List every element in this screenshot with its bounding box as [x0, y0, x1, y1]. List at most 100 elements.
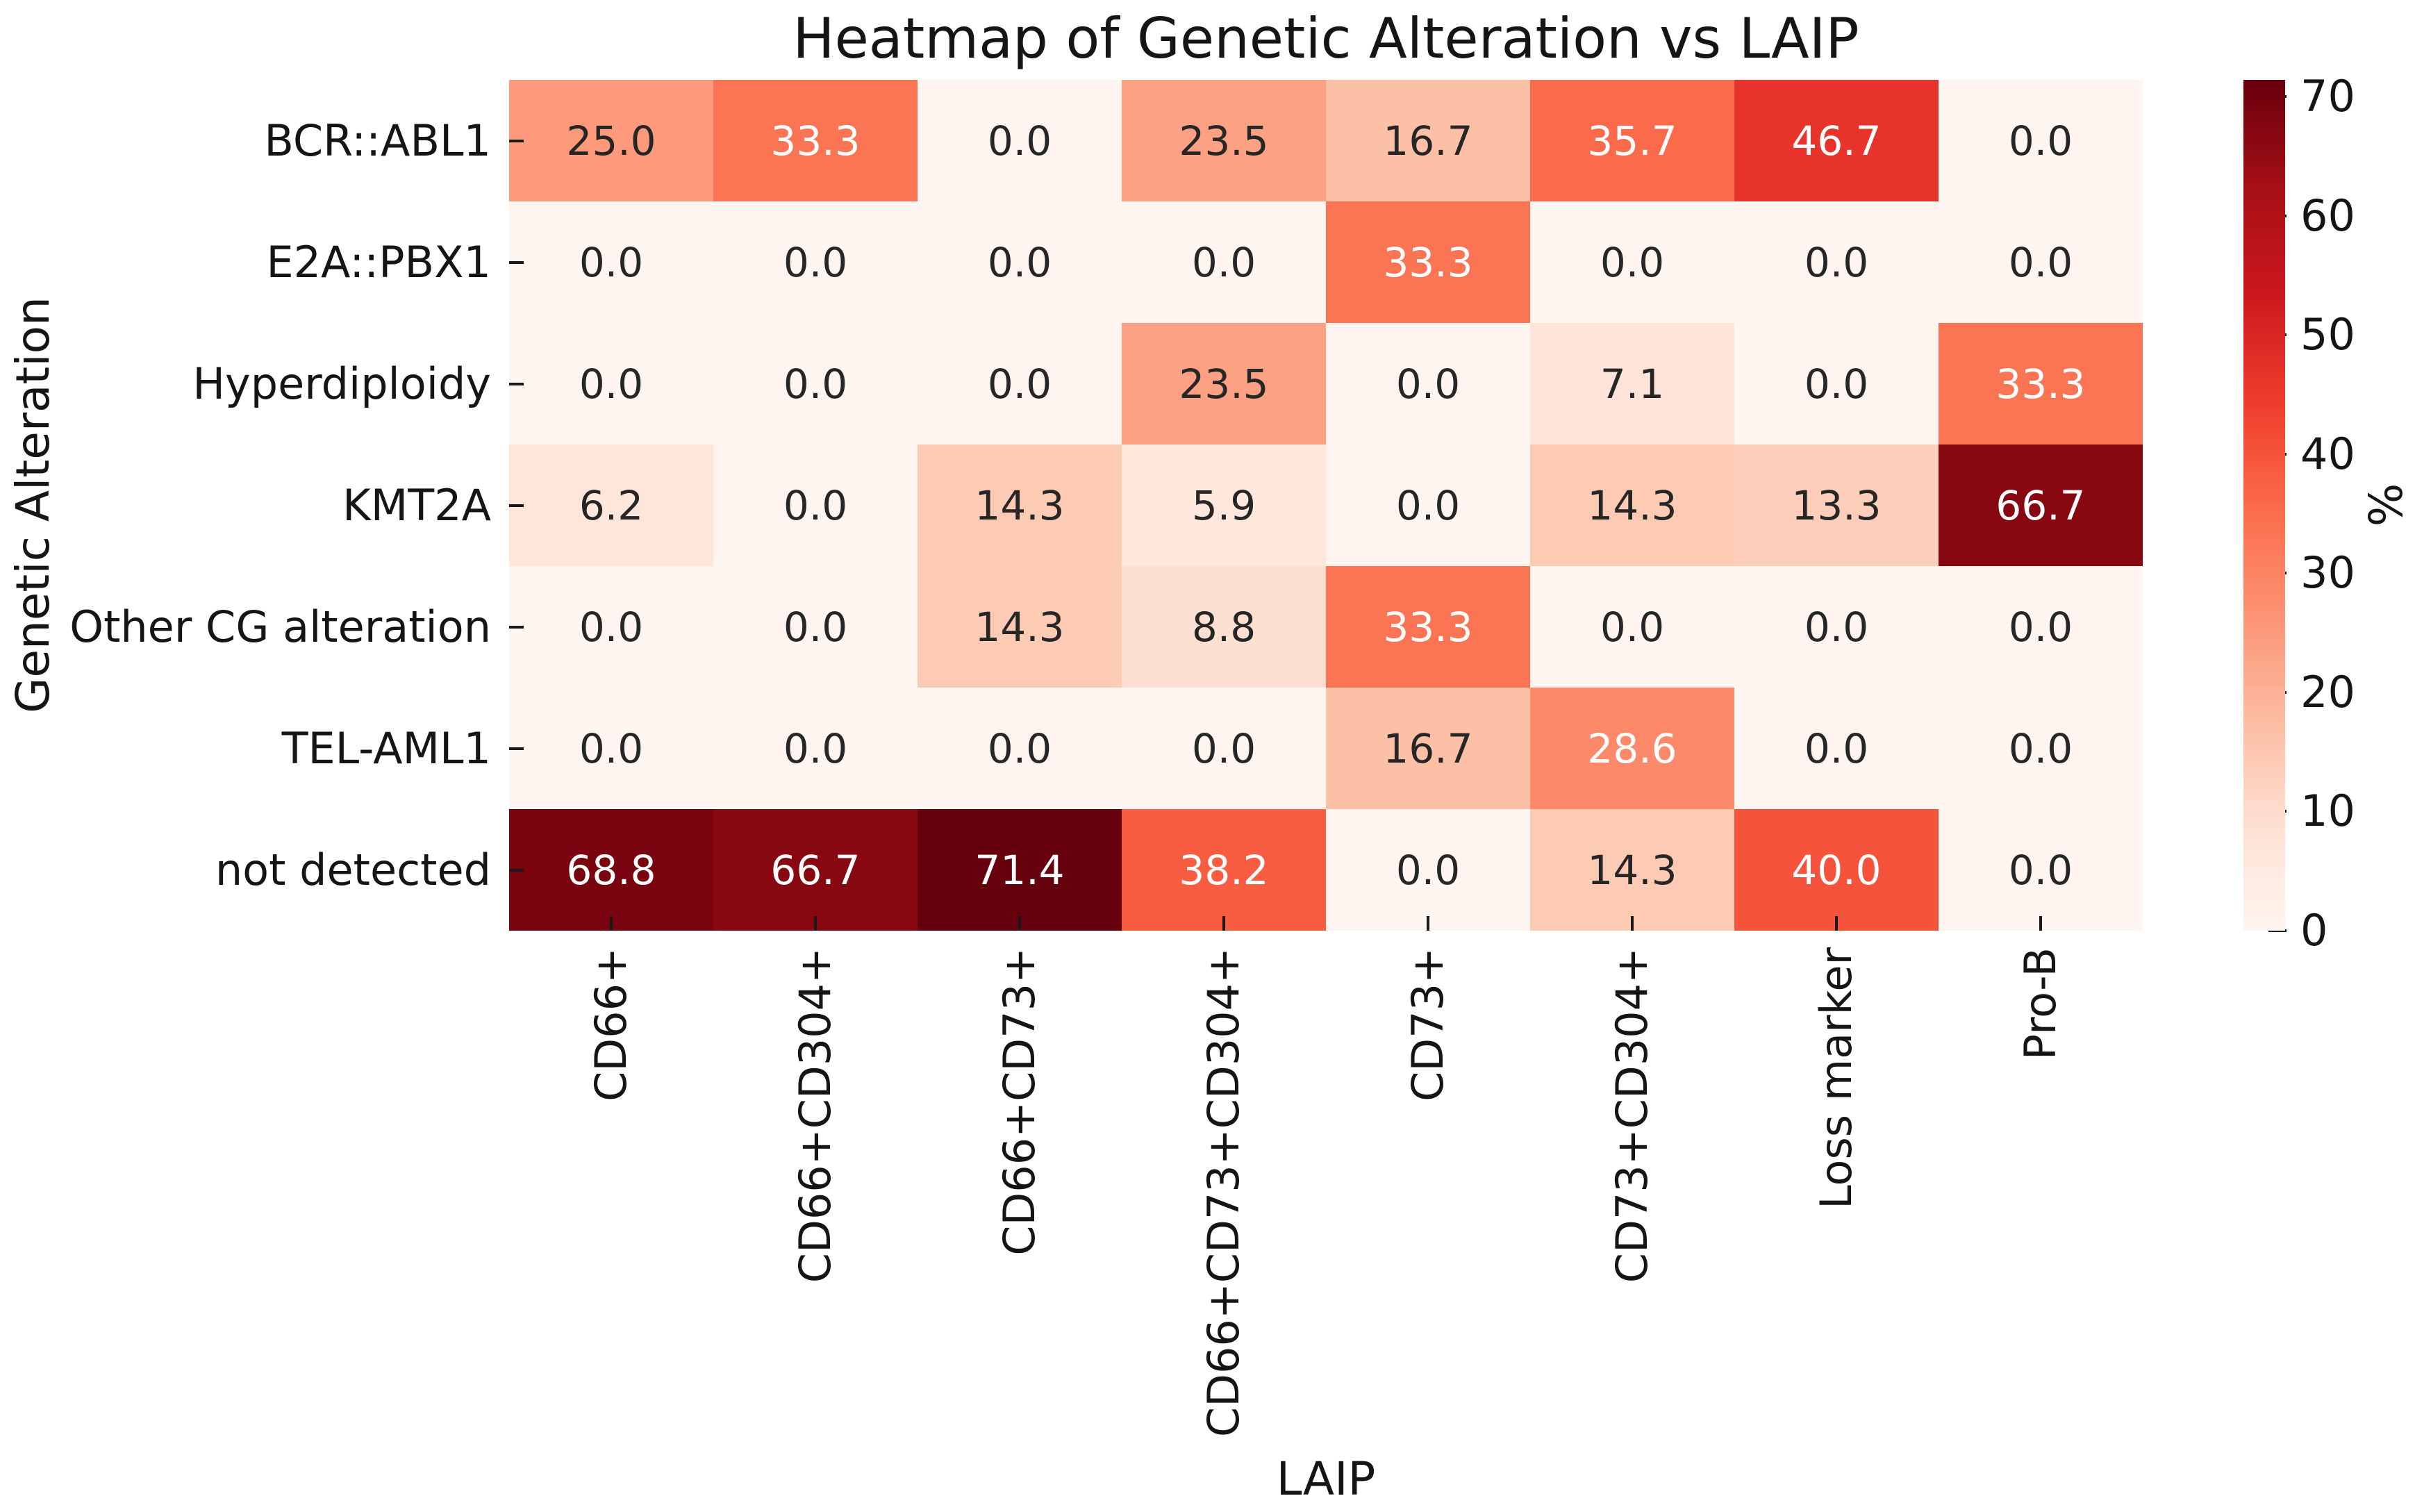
y-tick-mark	[509, 382, 524, 385]
heatmap-cell: 33.3	[1326, 201, 1530, 323]
cell-value: 16.7	[1383, 117, 1473, 165]
cell-value: 33.3	[1383, 238, 1473, 286]
cell-value: 40.0	[1791, 846, 1882, 894]
x-tick-mark	[1631, 916, 1634, 931]
heatmap-cell: 68.8	[509, 809, 713, 931]
colorbar-tick-label: 0	[2300, 905, 2328, 956]
heatmap-cell: 66.7	[1939, 445, 2143, 566]
colorbar-tick-label: 20	[2300, 666, 2355, 717]
heatmap-cell: 0.0	[1326, 809, 1530, 931]
cell-value: 33.3	[770, 117, 861, 165]
y-tick-mark	[509, 260, 524, 264]
y-tick-label: Hyperdiploidy	[192, 358, 491, 409]
cell-value: 0.0	[783, 360, 848, 408]
y-tick-label: KMT2A	[342, 479, 491, 531]
heatmap-cell: 0.0	[1734, 201, 1939, 323]
colorbar-tick-label: 50	[2300, 309, 2355, 360]
y-tick-label: E2A::PBX1	[266, 236, 491, 288]
x-tick-label: CD66+	[586, 947, 636, 1102]
cell-value: 0.0	[1600, 603, 1665, 651]
heatmap-cell: 0.0	[1939, 566, 2143, 688]
heatmap-cell: 14.3	[1530, 445, 1734, 566]
cell-value: 0.0	[783, 603, 848, 651]
heatmap-cell: 0.0	[1734, 323, 1939, 445]
heatmap-cell: 0.0	[918, 201, 1122, 323]
y-tick-mark	[509, 504, 524, 507]
cell-value: 14.3	[1587, 846, 1677, 894]
heatmap-cell: 8.8	[1122, 566, 1326, 688]
heatmap-cell: 33.3	[1939, 323, 2143, 445]
x-tick-mark	[1427, 916, 1429, 931]
heatmap-cell: 23.5	[1122, 323, 1326, 445]
heatmap-cell: 14.3	[1530, 809, 1734, 931]
heatmap-cell: 0.0	[713, 201, 918, 323]
cell-value: 28.6	[1587, 724, 1677, 772]
cell-value: 0.0	[1804, 724, 1869, 772]
x-tick-mark	[1835, 916, 1838, 931]
cell-value: 0.0	[783, 481, 848, 529]
heatmap-cell: 0.0	[1530, 201, 1734, 323]
heatmap-cell: 66.7	[713, 809, 918, 931]
x-tick-mark	[2039, 916, 2042, 931]
y-tick-label: TEL-AML1	[281, 722, 491, 774]
cell-value: 0.0	[1191, 724, 1256, 772]
cell-value: 33.3	[1995, 360, 2086, 408]
heatmap-cell: 28.6	[1530, 688, 1734, 809]
heatmap-cell: 0.0	[1939, 688, 2143, 809]
x-tick-mark	[814, 916, 817, 931]
heatmap-cell: 0.0	[1122, 201, 1326, 323]
colorbar-label: %	[2359, 483, 2413, 527]
heatmap-cell: 0.0	[1530, 566, 1734, 688]
heatmap-cell: 0.0	[1939, 809, 2143, 931]
y-axis-label: Genetic Alteration	[6, 297, 60, 713]
y-tick-mark	[509, 625, 524, 629]
heatmap-cell: 0.0	[918, 80, 1122, 201]
heatmap-cell: 0.0	[509, 201, 713, 323]
heatmap-cell: 0.0	[1326, 445, 1530, 566]
heatmap-cell: 0.0	[713, 688, 918, 809]
heatmap-cell: 0.0	[713, 566, 918, 688]
colorbar-gradient	[2243, 80, 2285, 931]
cell-value: 0.0	[987, 360, 1052, 408]
cell-value: 13.3	[1791, 481, 1882, 529]
cell-value: 0.0	[1804, 238, 1869, 286]
heatmap-grid: 25.0 33.3 0.0 23.5 16.7 35.7 46.7 0.0 0.0 0.0 0.0 0…	[509, 80, 2143, 931]
cell-value: 0.0	[987, 238, 1052, 286]
colorbar-tick-label: 60	[2300, 190, 2355, 241]
heatmap-cell: 16.7	[1326, 80, 1530, 201]
colorbar-tick-label: 10	[2300, 786, 2355, 837]
cell-value: 8.8	[1191, 603, 1256, 651]
heatmap-cell: 38.2	[1122, 809, 1326, 931]
cell-value: 14.3	[974, 603, 1065, 651]
cell-value: 16.7	[1383, 724, 1473, 772]
cell-value: 0.0	[2008, 238, 2073, 286]
x-axis-label: LAIP	[1276, 1452, 1376, 1506]
heatmap-cell: 0.0	[1734, 566, 1939, 688]
cell-value: 38.2	[1179, 846, 1269, 894]
cell-value: 0.0	[987, 724, 1052, 772]
cell-value: 0.0	[1395, 360, 1461, 408]
heatmap-cell: 23.5	[1122, 80, 1326, 201]
y-tick-label: Other CG alteration	[69, 601, 491, 652]
y-tick-mark	[509, 747, 524, 750]
cell-value: 23.5	[1179, 117, 1269, 165]
heatmap-cell: 6.2	[509, 445, 713, 566]
x-tick-mark	[610, 916, 613, 931]
cell-value: 23.5	[1179, 360, 1269, 408]
y-tick-label: not detected	[215, 844, 491, 895]
cell-value: 0.0	[783, 238, 848, 286]
heatmap-cell: 33.3	[1326, 566, 1530, 688]
cell-value: 0.0	[2008, 846, 2073, 894]
cell-value: 0.0	[1804, 360, 1869, 408]
heatmap-cell: 40.0	[1734, 809, 1939, 931]
cell-value: 68.8	[566, 846, 656, 894]
heatmap-cell: 14.3	[918, 445, 1122, 566]
cell-value: 46.7	[1791, 117, 1882, 165]
heatmap-cell: 0.0	[509, 688, 713, 809]
cell-value: 0.0	[2008, 603, 2073, 651]
cell-value: 0.0	[2008, 724, 2073, 772]
heatmap-cell: 0.0	[713, 445, 918, 566]
heatmap-cell: 35.7	[1530, 80, 1734, 201]
colorbar-tick-label: 40	[2300, 428, 2355, 479]
